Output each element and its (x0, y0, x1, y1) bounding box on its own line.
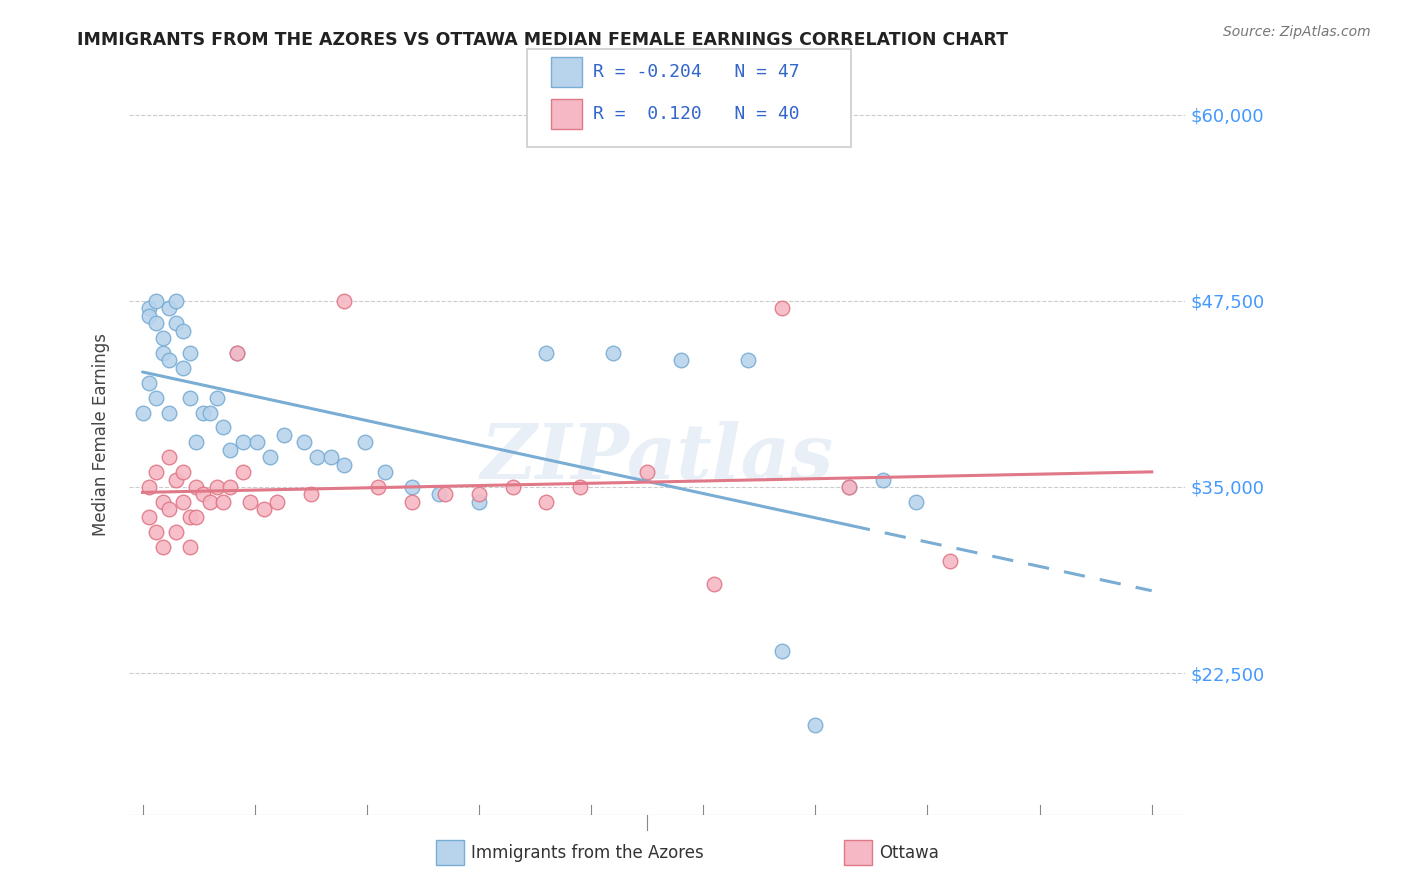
Point (468, 495, 491, 509)
Point (152, 331, 174, 345)
Point (145, 316, 167, 330)
Point (152, 540, 174, 554)
Point (259, 450, 281, 465)
Point (266, 495, 288, 509)
Point (534, 495, 557, 509)
Point (165, 524, 187, 539)
Point (138, 309, 160, 323)
Point (179, 509, 201, 524)
Point (145, 465, 167, 479)
Point (212, 420, 235, 434)
Point (205, 480, 228, 494)
Point (534, 346, 557, 360)
Point (172, 465, 194, 479)
Point (299, 487, 322, 501)
Point (770, 301, 793, 316)
Point (191, 405, 214, 419)
Point (179, 346, 201, 360)
Text: IMMIGRANTS FROM THE AZORES VS OTTAWA MEDIAN FEMALE EARNINGS CORRELATION CHART: IMMIGRANTS FROM THE AZORES VS OTTAWA MED… (77, 31, 1008, 49)
Point (138, 509, 160, 524)
Point (145, 293, 167, 308)
Point (232, 465, 254, 479)
Point (838, 480, 860, 494)
Point (804, 718, 827, 732)
Point (225, 346, 247, 360)
Text: R = -0.204   N = 47: R = -0.204 N = 47 (593, 63, 800, 81)
Point (186, 509, 208, 524)
Point (502, 480, 524, 494)
Point (374, 465, 396, 479)
Text: Immigrants from the Azores: Immigrants from the Azores (471, 844, 704, 862)
Point (669, 353, 692, 368)
Point (165, 473, 187, 487)
Point (401, 495, 423, 509)
Point (246, 435, 269, 450)
Point (145, 391, 167, 405)
Point (186, 480, 208, 494)
Point (152, 495, 174, 509)
Point (253, 502, 276, 516)
Point (239, 495, 262, 509)
Y-axis label: Median Female Earnings: Median Female Earnings (93, 334, 110, 536)
Point (737, 353, 759, 368)
Point (602, 346, 624, 360)
Point (838, 480, 860, 494)
Point (939, 554, 962, 568)
Point (138, 480, 160, 494)
Point (292, 435, 315, 450)
Point (333, 458, 356, 472)
Point (353, 435, 375, 450)
Point (159, 353, 181, 368)
Point (636, 465, 658, 479)
Point (131, 405, 153, 419)
Point (333, 293, 356, 308)
Point (434, 487, 457, 501)
Point (186, 435, 208, 450)
Text: Ottawa: Ottawa (879, 844, 939, 862)
Point (159, 502, 181, 516)
Point (568, 480, 591, 494)
Point (232, 435, 254, 450)
Point (427, 487, 450, 501)
Point (145, 524, 167, 539)
Text: Source: ZipAtlas.com: Source: ZipAtlas.com (1223, 25, 1371, 39)
Point (172, 495, 194, 509)
Point (225, 346, 247, 360)
Point (179, 540, 201, 554)
Point (191, 487, 214, 501)
Point (872, 473, 894, 487)
Point (138, 301, 160, 316)
Point (219, 442, 242, 457)
Point (219, 480, 242, 494)
Point (367, 480, 389, 494)
Point (138, 376, 160, 390)
Point (152, 346, 174, 360)
Point (172, 324, 194, 338)
Point (159, 450, 181, 465)
Text: ZIPatlas: ZIPatlas (481, 421, 834, 495)
Point (159, 405, 181, 419)
Point (179, 391, 201, 405)
Point (319, 450, 342, 465)
Point (198, 405, 221, 419)
Point (212, 495, 235, 509)
Point (703, 576, 725, 591)
Point (172, 360, 194, 375)
Point (165, 293, 187, 308)
Point (770, 644, 793, 658)
Point (159, 301, 181, 316)
Point (401, 480, 423, 494)
Text: R =  0.120   N = 40: R = 0.120 N = 40 (593, 105, 800, 123)
Point (307, 450, 329, 465)
Point (905, 495, 928, 509)
Point (198, 495, 221, 509)
Point (165, 316, 187, 330)
Point (273, 427, 295, 442)
Point (468, 487, 491, 501)
Point (205, 391, 228, 405)
